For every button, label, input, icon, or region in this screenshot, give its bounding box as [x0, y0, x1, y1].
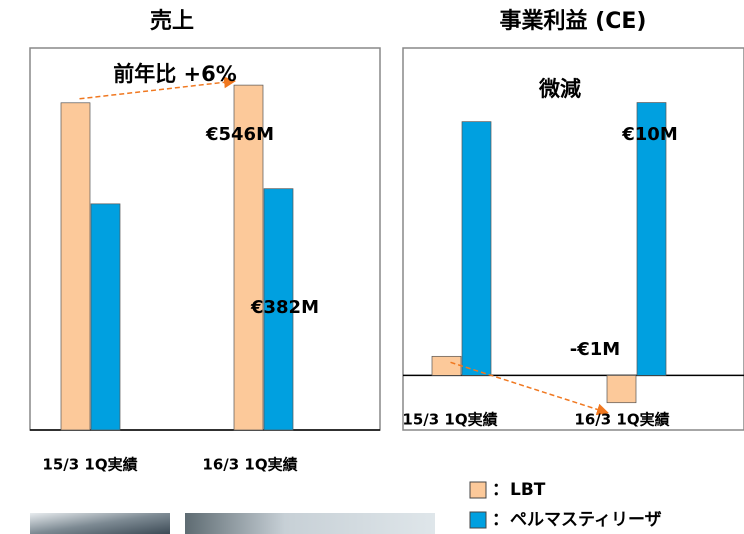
bar — [263, 188, 294, 431]
legend-swatch — [469, 481, 487, 499]
legend-swatch — [469, 511, 487, 529]
x-tick-label: 15/3 1Q実績 — [402, 411, 497, 429]
trend-arrow — [450, 361, 609, 416]
bar — [636, 102, 667, 376]
annotation: 微減 — [538, 77, 581, 101]
value-label: €382M — [250, 297, 319, 318]
trend-arrow — [79, 76, 236, 100]
legend-label: LBT — [510, 480, 546, 500]
annotation: 前年比 +6% — [113, 62, 237, 86]
bar — [606, 375, 637, 404]
plot-frame — [402, 47, 744, 431]
x-tick-label: 15/3 1Q実績 — [42, 456, 137, 474]
photo — [30, 513, 170, 534]
bar — [461, 121, 492, 376]
bar — [90, 203, 121, 431]
chart-title: 売上 — [150, 8, 194, 34]
bar — [60, 102, 91, 431]
legend-label: ペルマスティリーザ — [510, 510, 662, 530]
value-label: €10M — [621, 124, 678, 145]
chart-title: 事業利益 (CE) — [500, 8, 647, 34]
legend-separator: ： — [492, 480, 509, 500]
x-tick-label: 16/3 1Q実績 — [202, 456, 297, 474]
value-label: -€1M — [570, 339, 620, 360]
bar — [431, 355, 462, 376]
bar — [233, 84, 264, 431]
legend-separator: ： — [492, 510, 509, 530]
x-tick-label: 16/3 1Q実績 — [574, 411, 669, 429]
value-label: €546M — [205, 124, 274, 145]
photo — [185, 513, 435, 534]
